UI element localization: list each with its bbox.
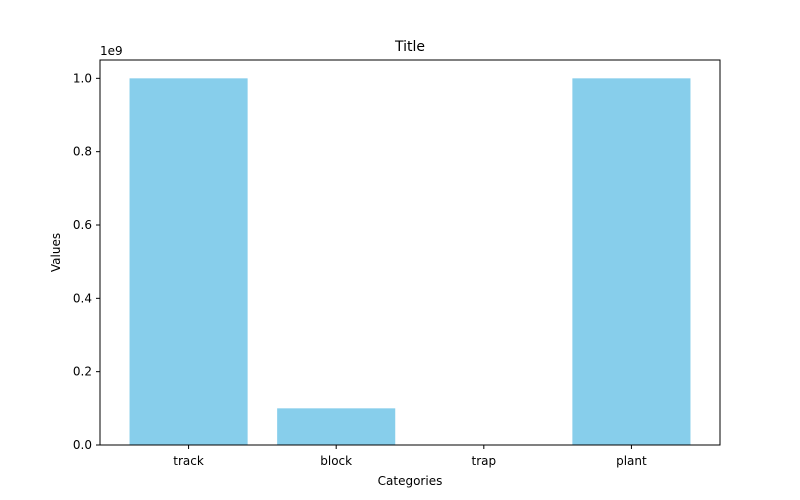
x-tick-label-track: track bbox=[173, 454, 204, 468]
ticks-layer: track block trap plant 0.0 0.2 0.4 0.6 0.8 1.0 bbox=[73, 71, 647, 468]
x-tick-label-plant: plant bbox=[616, 454, 647, 468]
x-tick-label-block: block bbox=[320, 454, 352, 468]
bars-layer bbox=[129, 78, 691, 445]
y-tick-label: 0.4 bbox=[73, 291, 92, 305]
bar-plant bbox=[572, 78, 691, 445]
y-tick-label: 0.2 bbox=[73, 365, 92, 379]
plot-area-frame bbox=[99, 59, 721, 446]
x-axis-label: Categories bbox=[378, 474, 443, 488]
y-axis-label: Values bbox=[49, 233, 63, 272]
x-tick-label-trap: trap bbox=[472, 454, 497, 468]
chart-title: Title bbox=[394, 39, 425, 55]
y-tick-label: 1.0 bbox=[73, 71, 92, 85]
y-tick-label: 0.8 bbox=[73, 145, 92, 159]
y-tick-label: 0.0 bbox=[73, 438, 92, 452]
y-axis-offset-label: 1e9 bbox=[100, 44, 123, 58]
bar-block bbox=[277, 408, 396, 445]
bar-track bbox=[129, 78, 248, 445]
y-tick-label: 0.6 bbox=[73, 218, 92, 232]
